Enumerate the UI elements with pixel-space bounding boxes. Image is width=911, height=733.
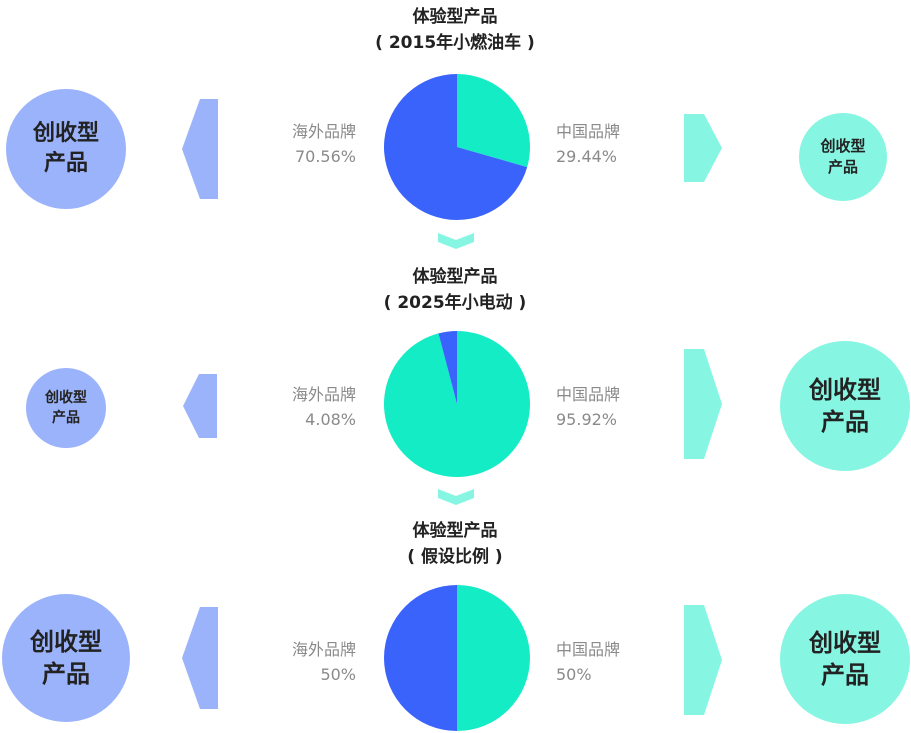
section-1-pie-chart <box>384 74 530 220</box>
section-2-left-circle-line1: 创收型 <box>45 390 87 406</box>
section-1-title: 体验型产品 ( 2015年小燃油车 ) <box>305 4 605 56</box>
section-2-title-line1: 体验型产品 <box>412 267 498 287</box>
section-2-left-label: 海外品牌 <box>291 385 356 404</box>
section-3-right-label-block: 中国品牌 50% <box>556 637 666 687</box>
section-2-down-chevron <box>438 489 474 505</box>
section-1-down-chevron <box>438 233 474 249</box>
section-3-title: 体验型产品 ( 假设比例 ) <box>305 518 605 570</box>
section-2-left-label-block: 海外品牌 4.08% <box>246 382 356 432</box>
section-1-right-circle-line1: 创收型 <box>820 137 866 155</box>
section-3-right-arrow <box>684 605 722 715</box>
section-2-right-circle-line1: 创收型 <box>809 376 881 404</box>
section-1-right-label-block: 中国品牌 29.44% <box>556 119 666 169</box>
section-1-title-line2: ( 2015年小燃油车 ) <box>375 33 535 53</box>
pie-3-china-slice <box>457 585 530 731</box>
section-1-right-circle: 创收型 产品 <box>799 113 887 201</box>
section-3-right-value: 50% <box>556 665 592 684</box>
section-2-left-circle: 创收型 产品 <box>26 368 106 448</box>
section-1-right-label: 中国品牌 <box>556 122 621 141</box>
section-1-right-circle-line2: 产品 <box>827 158 858 176</box>
section-2-pie-chart <box>384 331 530 477</box>
section-1-left-arrow <box>182 99 218 199</box>
section-2-left-circle-line2: 产品 <box>52 410 80 426</box>
section-2-left-arrow <box>183 374 217 438</box>
section-3-left-circle-line1: 创收型 <box>30 628 102 656</box>
section-1-left-circle-line2: 产品 <box>43 151 88 176</box>
section-2-right-arrow <box>684 349 722 459</box>
section-1-left-label: 海外品牌 <box>291 122 356 141</box>
section-1-left-circle-line1: 创收型 <box>32 121 99 146</box>
section-1-left-label-block: 海外品牌 70.56% <box>246 119 356 169</box>
section-3-left-circle: 创收型 产品 <box>2 594 130 722</box>
section-3-right-circle-line1: 创收型 <box>809 629 881 657</box>
section-2-title: 体验型产品 ( 2025年小电动 ) <box>305 264 605 316</box>
section-3-left-label: 海外品牌 <box>291 640 356 659</box>
section-2-left-value: 4.08% <box>305 410 356 429</box>
section-1-right-value: 29.44% <box>556 147 618 166</box>
section-1-left-value: 70.56% <box>294 147 356 166</box>
section-3-title-line2: ( 假设比例 ) <box>407 547 503 567</box>
section-3-pie-chart <box>384 585 530 731</box>
pie-1-china-slice <box>457 74 530 168</box>
section-3-right-circle: 创收型 产品 <box>780 594 910 724</box>
section-3-right-label: 中国品牌 <box>556 640 621 659</box>
section-1-left-circle: 创收型 产品 <box>6 89 126 209</box>
section-3-left-value: 50% <box>320 665 356 684</box>
section-1-title-line1: 体验型产品 <box>412 7 498 27</box>
pie-1-overseas-slice <box>384 74 528 220</box>
section-3-left-label-block: 海外品牌 50% <box>246 637 356 687</box>
section-3-right-circle-line2: 产品 <box>821 661 869 689</box>
section-3-left-arrow <box>182 607 218 709</box>
section-2-right-label-block: 中国品牌 95.92% <box>556 382 666 432</box>
section-3-left-circle-line2: 产品 <box>42 660 90 688</box>
section-2-right-value: 95.92% <box>556 410 618 429</box>
pie-2-overseas-slice <box>438 331 457 404</box>
pie-3-overseas-slice <box>384 585 457 731</box>
section-2-right-circle: 创收型 产品 <box>780 341 910 471</box>
section-3-title-line1: 体验型产品 <box>412 521 498 541</box>
section-2-title-line2: ( 2025年小电动 ) <box>383 293 527 313</box>
section-2-right-circle-line2: 产品 <box>821 408 869 436</box>
section-2-right-label: 中国品牌 <box>556 385 621 404</box>
section-1-right-arrow <box>684 114 722 182</box>
